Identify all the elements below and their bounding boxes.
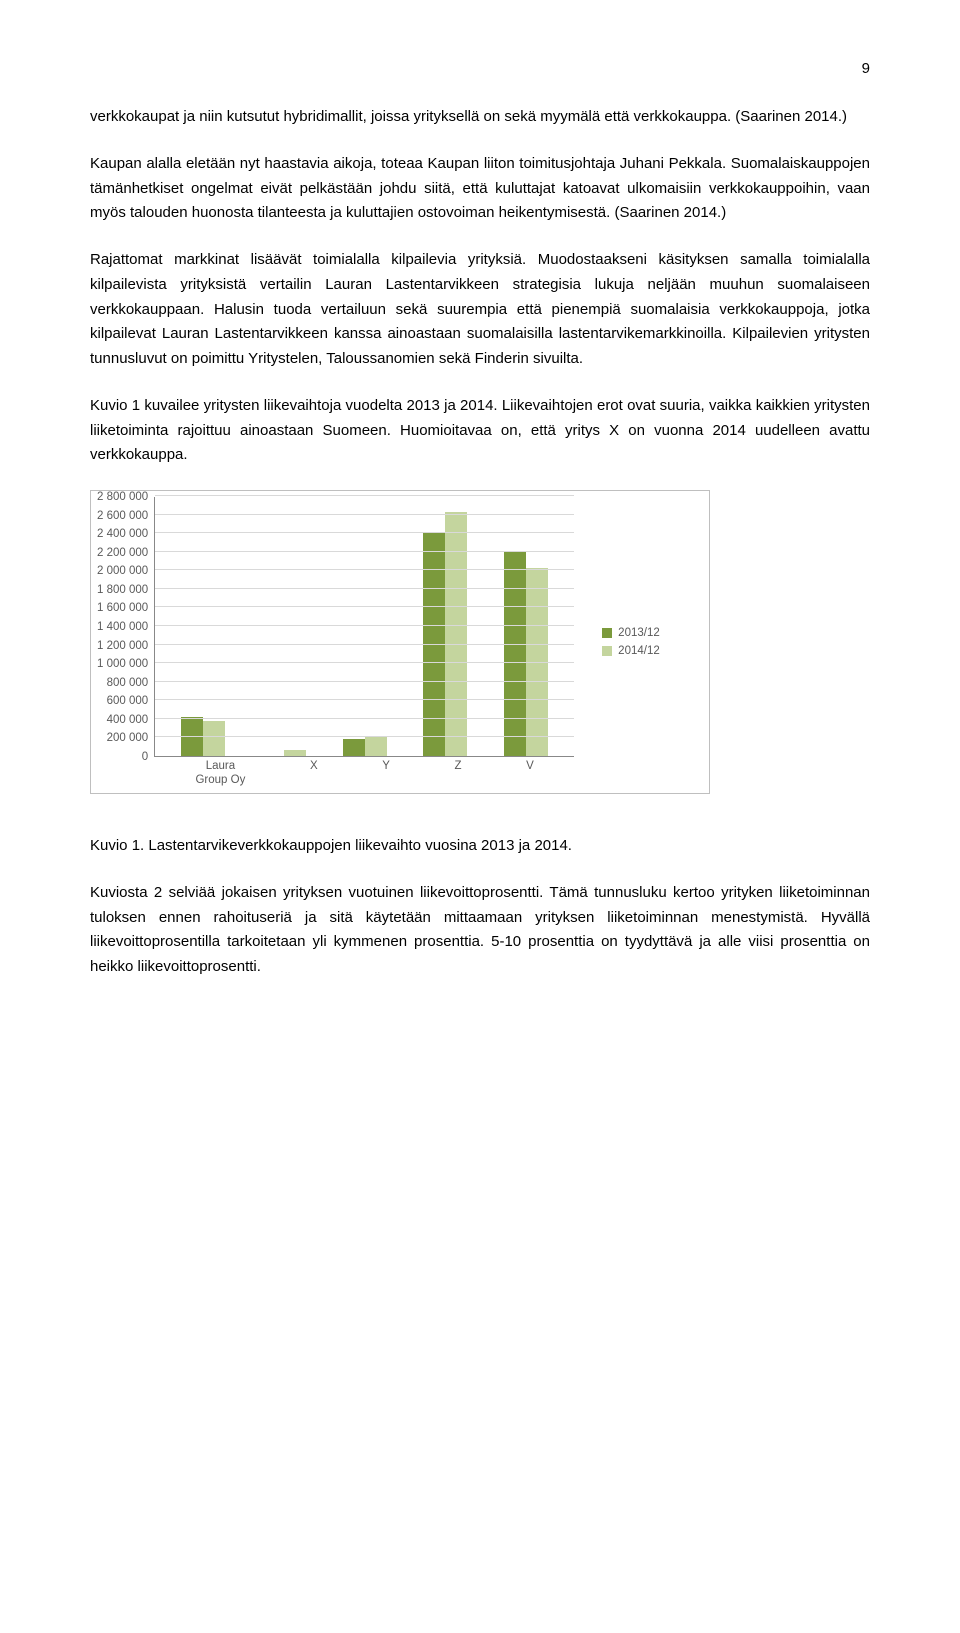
bar	[365, 737, 387, 756]
legend-label: 2013/12	[618, 627, 660, 639]
x-label: V	[526, 760, 534, 788]
plot-area: LauraGroup OyXYZV	[154, 497, 574, 757]
bar	[445, 512, 467, 756]
chart-caption: Kuvio 1. Lastentarvikeverkkokauppojen li…	[90, 834, 870, 859]
y-axis: 0200 000400 000600 000800 0001 000 0001 …	[97, 497, 154, 779]
bar	[203, 721, 225, 756]
page-number: 9	[90, 60, 870, 77]
legend-label: 2014/12	[618, 645, 660, 657]
bar-group	[423, 512, 467, 756]
x-label: LauraGroup Oy	[195, 760, 245, 788]
legend-item: 2014/12	[602, 645, 660, 657]
paragraph-5: Kuviosta 2 selviää jokaisen yrityksen vu…	[90, 881, 870, 980]
bar	[343, 739, 365, 756]
paragraph-3: Rajattomat markkinat lisäävät toimialall…	[90, 248, 870, 372]
legend-swatch	[602, 628, 612, 638]
bar-group	[504, 552, 548, 756]
paragraph-2: Kaupan alalla eletään nyt haastavia aiko…	[90, 152, 870, 226]
paragraph-4: Kuvio 1 kuvailee yritysten liikevaihtoja…	[90, 394, 870, 468]
x-label: Z	[455, 760, 462, 788]
bar-group	[343, 737, 387, 756]
legend-item: 2013/12	[602, 627, 660, 639]
bar	[504, 552, 526, 756]
x-label: Y	[382, 760, 390, 788]
x-axis: LauraGroup Oy X Y Z V	[155, 756, 574, 788]
revenue-chart: 0200 000400 000600 000800 0001 000 0001 …	[90, 490, 710, 794]
x-label: X	[310, 760, 318, 788]
legend: 2013/12 2014/12	[574, 497, 660, 787]
legend-swatch	[602, 646, 612, 656]
bar	[423, 533, 445, 756]
paragraph-1: verkkokaupat ja niin kutsutut hybridimal…	[90, 105, 870, 130]
